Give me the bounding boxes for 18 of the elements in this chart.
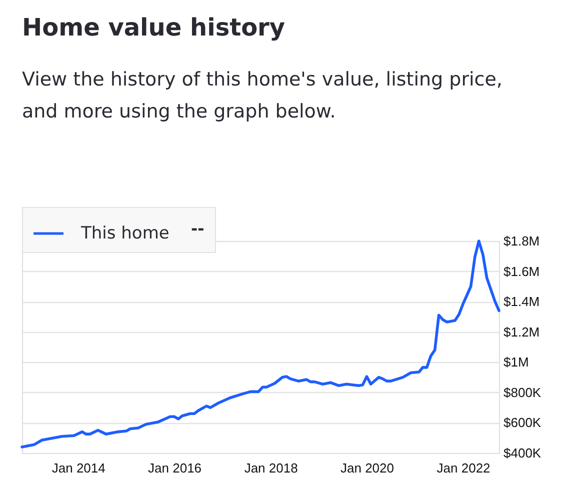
y-tick-label: $1.8M bbox=[504, 234, 540, 248]
y-tick-label: $800K bbox=[504, 384, 542, 400]
y-tick-label: $1.6M bbox=[504, 264, 540, 279]
x-tick-label: Jan 2022 bbox=[436, 460, 490, 476]
y-tick-label: $1.2M bbox=[504, 324, 540, 340]
line-series bbox=[20, 240, 500, 448]
x-tick-label: Jan 2016 bbox=[148, 460, 202, 476]
x-tick-label: Jan 2020 bbox=[340, 460, 394, 476]
y-tick-label: $1.4M bbox=[504, 294, 540, 310]
legend-label: This home bbox=[80, 224, 170, 244]
y-tick-label: $1M bbox=[504, 354, 529, 370]
y-tick-label: $400K bbox=[504, 446, 542, 460]
chart-subtitle: View the history of this home's value, listing price, and more using the graph below. bbox=[22, 68, 502, 122]
x-tick-label: Jan 2018 bbox=[244, 460, 298, 476]
x-tick-label: Jan 2014 bbox=[52, 460, 106, 476]
y-tick-label: $600K bbox=[504, 415, 542, 430]
text: -- bbox=[191, 219, 204, 238]
chart-title: Home value history bbox=[22, 14, 286, 42]
